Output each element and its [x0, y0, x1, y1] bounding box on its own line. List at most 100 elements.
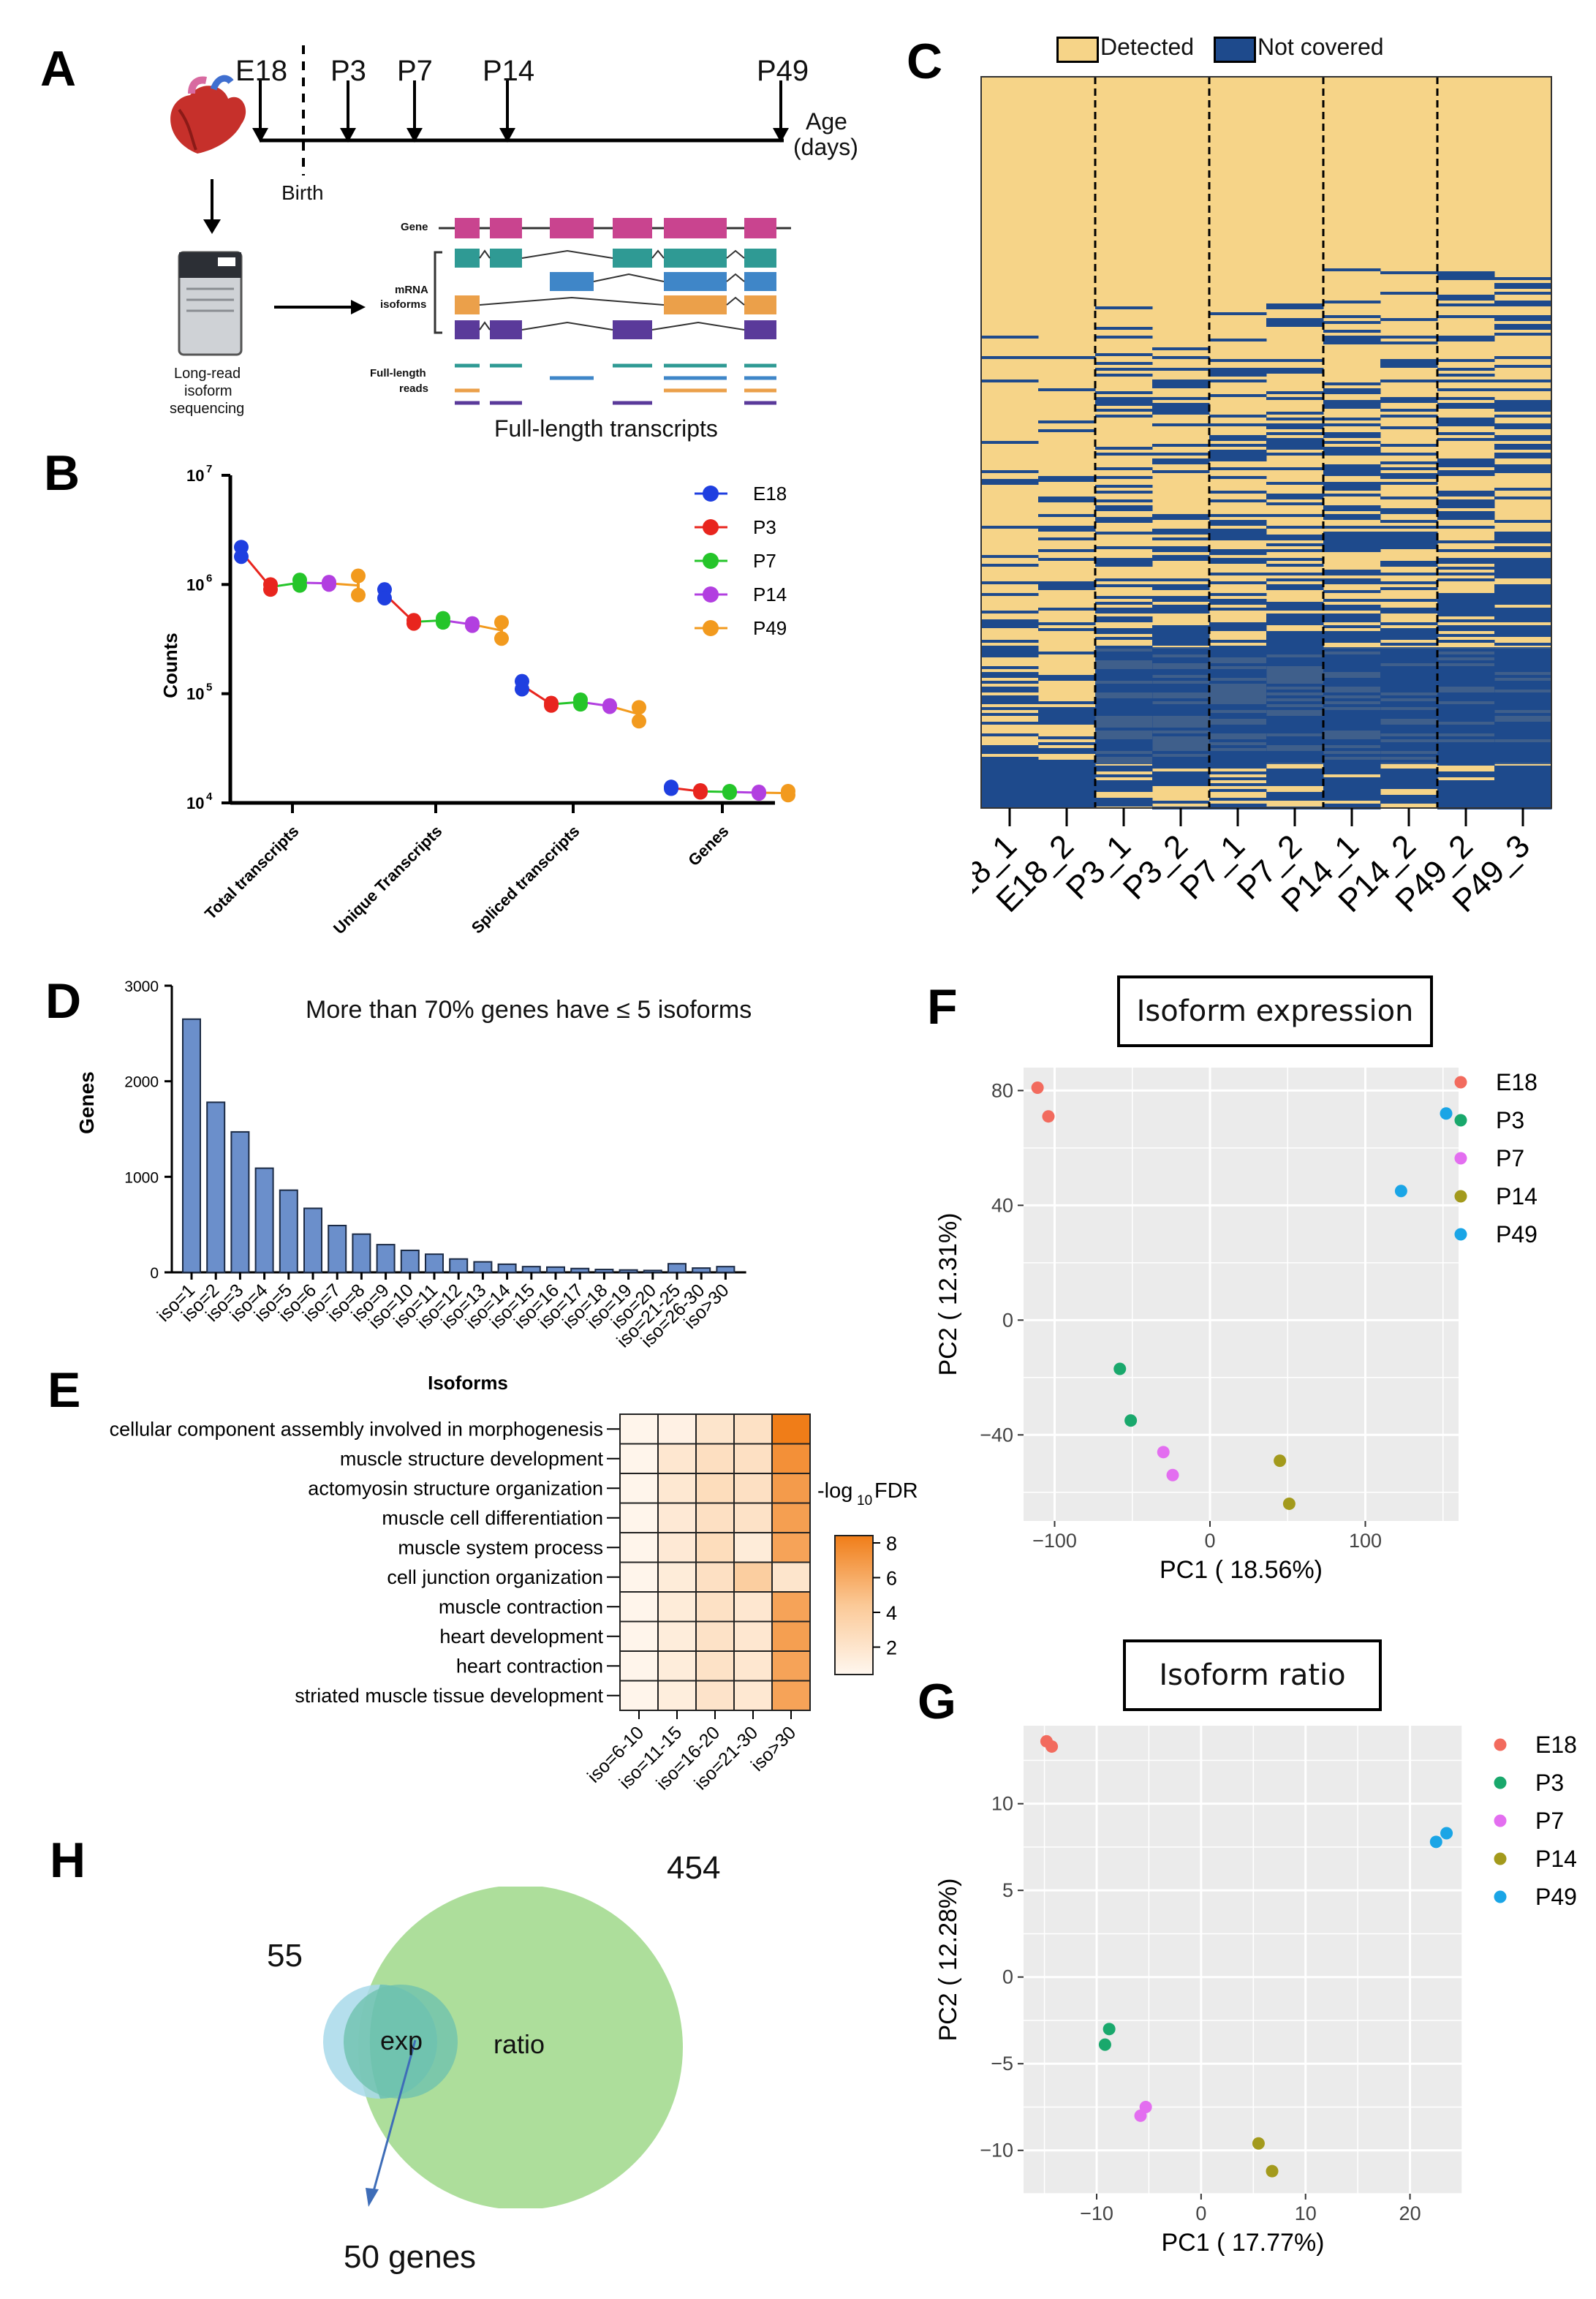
- c-cell: [1494, 771, 1552, 774]
- c-cell: [1380, 777, 1438, 780]
- gPlot-legend-marker: [1494, 1852, 1507, 1865]
- c-cell: [981, 707, 1039, 710]
- c-cell: [981, 722, 1039, 725]
- c-cell: [1494, 647, 1552, 764]
- c-cell: [1494, 602, 1552, 605]
- c-cell: [1437, 423, 1495, 426]
- c-cell: [1323, 301, 1381, 303]
- c-cell: [1494, 593, 1552, 596]
- c-cell: [981, 526, 1039, 529]
- c-cell: [1437, 511, 1495, 514]
- b-x-tick-label: Spliced transcripts: [468, 822, 583, 937]
- e-cell: [657, 1561, 697, 1593]
- b-legend-label: P7: [753, 550, 776, 572]
- e-cell: [695, 1473, 735, 1504]
- c-cell: [981, 748, 1039, 751]
- c-cell: [1266, 526, 1324, 529]
- c-cell: [1209, 491, 1267, 494]
- c-cell: [1380, 318, 1438, 321]
- c-cell: [1323, 543, 1381, 546]
- e-cell: [619, 1473, 659, 1504]
- c-cell: [1380, 801, 1438, 804]
- c-cell: [1437, 792, 1495, 795]
- fPlot-point-P14: [1282, 1497, 1296, 1510]
- c-cell: [1437, 461, 1495, 464]
- c-cell: [981, 733, 1039, 736]
- c-cell: [1494, 587, 1552, 590]
- c-cell: [981, 687, 1039, 690]
- c-cell: [1209, 453, 1267, 456]
- d-bar: [230, 1130, 250, 1273]
- c-cell: [1494, 327, 1552, 330]
- b-point-P14: [465, 618, 480, 633]
- c-cell: [1494, 558, 1552, 561]
- c-cell: [1437, 359, 1495, 362]
- c-cell: [981, 564, 1039, 567]
- c-cell: [981, 479, 1039, 482]
- c-cell: [1380, 365, 1438, 368]
- fPlot-x-tick-label: 0: [1204, 1530, 1215, 1552]
- c-cell: [1380, 520, 1438, 523]
- c-cell: [1209, 499, 1267, 502]
- c-cell: [1266, 795, 1324, 798]
- c-cell: [1152, 608, 1210, 611]
- c-cell: [1380, 380, 1438, 382]
- c-cell: [981, 622, 1039, 625]
- e-cell: [619, 1502, 659, 1533]
- e-cell: [771, 1591, 811, 1623]
- c-cell: [1380, 587, 1438, 590]
- c-cell: [1209, 581, 1267, 584]
- c-cell: [1323, 540, 1381, 543]
- c-cell: [1266, 558, 1324, 561]
- c-cell: [1437, 505, 1495, 508]
- heart-icon: [170, 75, 246, 154]
- c-cell: [1323, 625, 1381, 628]
- full-length-caption: Full-length transcripts: [494, 415, 718, 442]
- c-cell: [1095, 578, 1153, 581]
- b-y-tick-label: 10: [186, 575, 204, 594]
- c-cell: [1437, 605, 1495, 608]
- c-cell: [1437, 614, 1495, 616]
- e-cell: [619, 1620, 659, 1652]
- c-cell: [1266, 318, 1324, 321]
- c-cell: [1038, 748, 1096, 751]
- c-cell: [1437, 771, 1495, 774]
- e-row-label: actomyosin structure organization: [308, 1477, 603, 1499]
- gPlot-point-P49: [1440, 1827, 1453, 1840]
- c-cell: [1209, 804, 1267, 807]
- c-cell: [1266, 371, 1324, 374]
- e-cell: [733, 1620, 773, 1652]
- venn-exp-label: exp: [380, 2026, 423, 2055]
- c-cell: [1437, 611, 1495, 614]
- c-cell: [1494, 277, 1552, 280]
- e-row-label: cellular component assembly involved in …: [110, 1418, 603, 1440]
- e-cell: [619, 1561, 659, 1593]
- c-cell: [1152, 771, 1210, 774]
- c-cell: [1323, 453, 1381, 456]
- c-cell: [1494, 625, 1552, 628]
- fPlot-legend-label: P14: [1496, 1183, 1538, 1209]
- gPlot-x-tick-label: 0: [1195, 2202, 1206, 2224]
- c-cell: [1095, 353, 1153, 356]
- c-cell: [1380, 467, 1438, 470]
- c-cell: [1323, 406, 1381, 409]
- c-cell: [1437, 458, 1495, 461]
- c-cell: [1494, 564, 1552, 567]
- c-cell: [1095, 804, 1153, 807]
- c-cell: [1209, 380, 1267, 382]
- b-point-P14: [752, 786, 766, 801]
- panel-label-a: A: [40, 41, 77, 97]
- c-cell: [1494, 380, 1552, 382]
- c-cell: [1494, 789, 1552, 792]
- c-cell: [1266, 535, 1324, 537]
- panel-label-g: G: [918, 1674, 956, 1729]
- c-cell: [1380, 546, 1438, 549]
- b-point-P49: [351, 587, 366, 603]
- c-cell: [1266, 514, 1324, 517]
- c-cell: [1209, 766, 1267, 769]
- c-cell: [1380, 774, 1438, 777]
- c-cell: [1494, 324, 1552, 327]
- c-cell: [1266, 637, 1324, 640]
- fPlot-point-P49: [1394, 1185, 1407, 1198]
- e-cell: [695, 1620, 735, 1652]
